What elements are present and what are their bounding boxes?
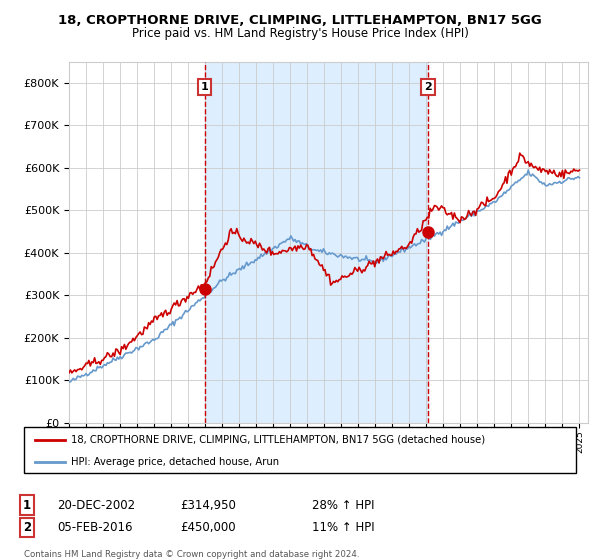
Text: 28% ↑ HPI: 28% ↑ HPI xyxy=(312,498,374,512)
Text: Price paid vs. HM Land Registry's House Price Index (HPI): Price paid vs. HM Land Registry's House … xyxy=(131,27,469,40)
Text: 18, CROPTHORNE DRIVE, CLIMPING, LITTLEHAMPTON, BN17 5GG: 18, CROPTHORNE DRIVE, CLIMPING, LITTLEHA… xyxy=(58,14,542,27)
Text: 05-FEB-2016: 05-FEB-2016 xyxy=(57,521,133,534)
Text: HPI: Average price, detached house, Arun: HPI: Average price, detached house, Arun xyxy=(71,457,279,466)
Text: 20-DEC-2002: 20-DEC-2002 xyxy=(57,498,135,512)
Text: 1: 1 xyxy=(23,498,31,512)
Text: £450,000: £450,000 xyxy=(180,521,236,534)
Text: 18, CROPTHORNE DRIVE, CLIMPING, LITTLEHAMPTON, BN17 5GG (detached house): 18, CROPTHORNE DRIVE, CLIMPING, LITTLEHA… xyxy=(71,435,485,445)
Text: 11% ↑ HPI: 11% ↑ HPI xyxy=(312,521,374,534)
Text: £314,950: £314,950 xyxy=(180,498,236,512)
FancyBboxPatch shape xyxy=(24,427,576,473)
Text: 2: 2 xyxy=(424,82,432,92)
Text: 1: 1 xyxy=(201,82,208,92)
Text: Contains HM Land Registry data © Crown copyright and database right 2024.
This d: Contains HM Land Registry data © Crown c… xyxy=(24,550,359,560)
Text: 2: 2 xyxy=(23,521,31,534)
Bar xyxy=(205,62,428,423)
